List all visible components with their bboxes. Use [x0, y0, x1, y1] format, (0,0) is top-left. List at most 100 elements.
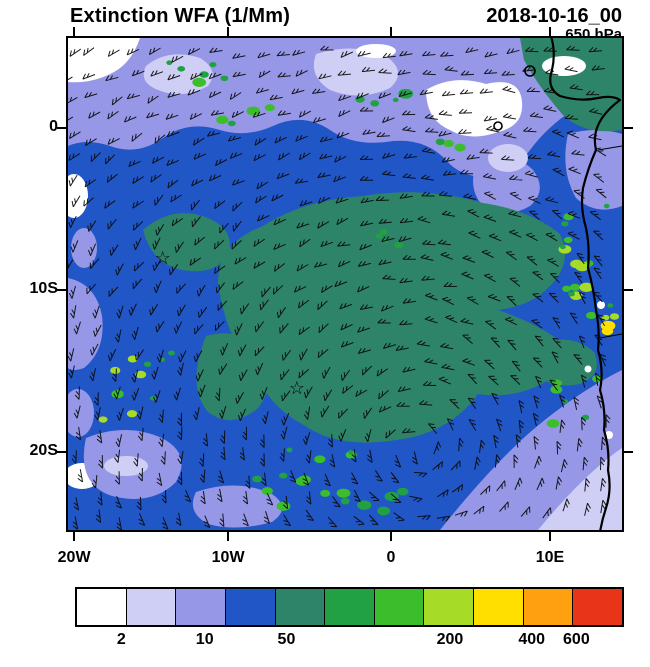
clean-air-patch	[605, 431, 613, 439]
colorbar-tick-label: 2	[116, 631, 126, 648]
colorbar	[75, 587, 624, 627]
speckle	[199, 71, 209, 78]
smoke-plume-arm-west	[143, 213, 230, 272]
inland-border-line	[597, 145, 622, 151]
speckle	[320, 489, 331, 497]
clean-air-patch	[68, 174, 88, 218]
speckle	[609, 313, 620, 320]
speckle	[278, 472, 288, 479]
speckle	[340, 497, 350, 505]
speckle	[570, 259, 583, 269]
inland-border-line	[599, 333, 622, 339]
speckle	[126, 410, 138, 418]
speckle	[546, 419, 560, 428]
clean-air-patch	[597, 301, 605, 309]
speckle	[603, 203, 610, 209]
axis-tick	[389, 27, 392, 36]
speckle	[394, 242, 404, 249]
axis-tick	[57, 127, 66, 130]
axis-tick	[624, 288, 633, 291]
speckle	[392, 97, 399, 103]
speckle	[443, 139, 454, 148]
colorbar-tick-label: 50	[277, 631, 296, 648]
speckle	[375, 233, 383, 239]
clean-air-patch	[584, 365, 592, 373]
speckle	[357, 500, 372, 510]
clean-air-patch	[68, 38, 140, 83]
colorbar-cell	[225, 589, 276, 625]
colorbar-cell	[325, 589, 375, 625]
lon-label: 10E	[535, 549, 565, 566]
axis-tick	[624, 450, 633, 453]
speckle	[377, 506, 391, 516]
speckle	[586, 311, 597, 320]
speckle	[601, 327, 614, 336]
speckle	[581, 414, 590, 421]
speckle	[336, 488, 351, 498]
lat-label: 0	[49, 118, 58, 136]
island-outline	[524, 65, 536, 77]
colorbar-tick-label: 200	[436, 631, 464, 648]
axis-tick	[548, 532, 551, 541]
speckle	[607, 303, 614, 308]
speckle	[220, 75, 229, 82]
clean-air-patch	[356, 44, 396, 58]
wind-barbs	[68, 45, 611, 530]
star-marker: ☆	[155, 248, 171, 268]
axis-tick	[227, 27, 230, 36]
coastline	[549, 38, 622, 530]
speckle	[569, 283, 581, 291]
colorbar-cell	[176, 589, 226, 625]
speckle	[397, 487, 409, 496]
island-outline	[493, 121, 503, 131]
speckle	[384, 491, 399, 502]
plot-title: Extinction WFA (1/Mm)	[70, 5, 291, 27]
speckle	[127, 355, 138, 363]
map-area: ☆ ☆	[66, 36, 624, 532]
speckle	[252, 475, 262, 483]
colorbar-cell	[275, 589, 326, 625]
axis-tick	[57, 450, 66, 453]
lon-label: 0	[386, 549, 396, 566]
speckle	[276, 501, 291, 511]
axis-tick	[389, 532, 392, 541]
very-low-extinction-patch	[313, 48, 399, 96]
speckle	[314, 455, 326, 464]
speckle	[177, 66, 186, 72]
speckle	[110, 366, 121, 375]
speckle	[370, 100, 380, 107]
valid-datetime: 2018-10-16_00	[486, 5, 622, 27]
speckle	[560, 244, 566, 250]
colorbar-cell	[573, 589, 623, 625]
axis-tick	[57, 288, 66, 291]
speckle	[579, 282, 594, 293]
lat-label: 10S	[29, 279, 58, 297]
speckle	[209, 61, 217, 68]
low-extinction-patch	[68, 278, 103, 370]
speckle	[562, 399, 569, 404]
axis-tick	[73, 532, 76, 541]
speckle	[562, 285, 571, 292]
speckle	[168, 350, 175, 356]
annotations: ☆☆	[155, 248, 305, 398]
axis-tick	[624, 127, 633, 130]
star-marker: ☆	[289, 378, 305, 398]
colorbar-cell	[424, 589, 475, 625]
speckle	[216, 115, 229, 125]
axis-tick	[73, 27, 76, 36]
speckle	[264, 104, 275, 112]
speckle	[135, 370, 147, 379]
colorbar-tick-label: 10	[195, 631, 214, 648]
wind-barb-field	[68, 45, 611, 530]
speckle	[98, 416, 108, 423]
very-low-extinction-patch	[104, 456, 148, 476]
smoke-plume-arm-southwest	[196, 333, 270, 421]
speckle	[286, 447, 293, 453]
speckle	[379, 229, 388, 235]
speckle	[568, 291, 575, 297]
speckle	[192, 77, 207, 88]
low-extinction-patch	[192, 485, 282, 528]
colorbar-cell	[374, 589, 425, 625]
axis-tick	[548, 27, 551, 36]
